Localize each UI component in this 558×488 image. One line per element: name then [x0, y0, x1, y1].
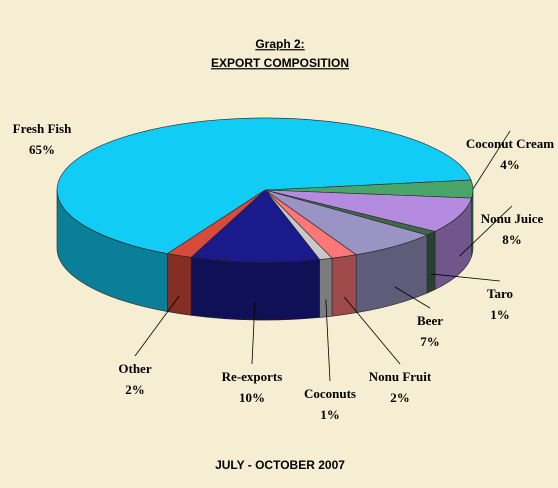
slice-side [167, 253, 192, 316]
chart-footer: JULY - OCTOBER 2007 [215, 458, 345, 472]
slice [264, 189, 473, 232]
slice-value-label: 4% [500, 157, 520, 172]
leader-line [472, 130, 511, 190]
leader-line [251, 302, 256, 365]
slice [56, 117, 472, 254]
slice-value-label: 10% [239, 390, 265, 405]
chart-subtitle: EXPORT COMPOSITION [211, 56, 349, 70]
leader-line [343, 296, 401, 365]
leader-line [431, 273, 501, 282]
chart-title: Graph 2: [255, 37, 304, 51]
slice-label: Re-exports [222, 369, 283, 384]
slice-label: Nonu Fruit [369, 369, 432, 384]
slice-value-label: 8% [502, 232, 522, 247]
slice-label: Coconuts [304, 386, 356, 401]
slice-value-label: 1% [320, 407, 340, 422]
slice-label: Coconut Cream [466, 136, 554, 151]
slice-value-label: 2% [390, 390, 410, 405]
slice-label: Nonu Juice [481, 211, 544, 226]
slice-side [319, 257, 333, 318]
leader-line [325, 299, 331, 382]
leader-line [459, 205, 513, 257]
slice [190, 189, 321, 263]
slice-value-label: 2% [125, 382, 145, 397]
slice-side [190, 256, 320, 321]
slice-label: Beer [417, 313, 443, 328]
slice-value-label: 65% [29, 142, 55, 157]
slice-value-label: 1% [490, 307, 510, 322]
leader-line [134, 295, 180, 357]
slice-value-label: 7% [420, 334, 440, 349]
slice-label: Other [118, 361, 151, 376]
leader-line [394, 286, 431, 309]
slice-side [426, 231, 436, 294]
slice-label: Fresh Fish [13, 121, 72, 136]
slice-label: Taro [487, 286, 513, 301]
